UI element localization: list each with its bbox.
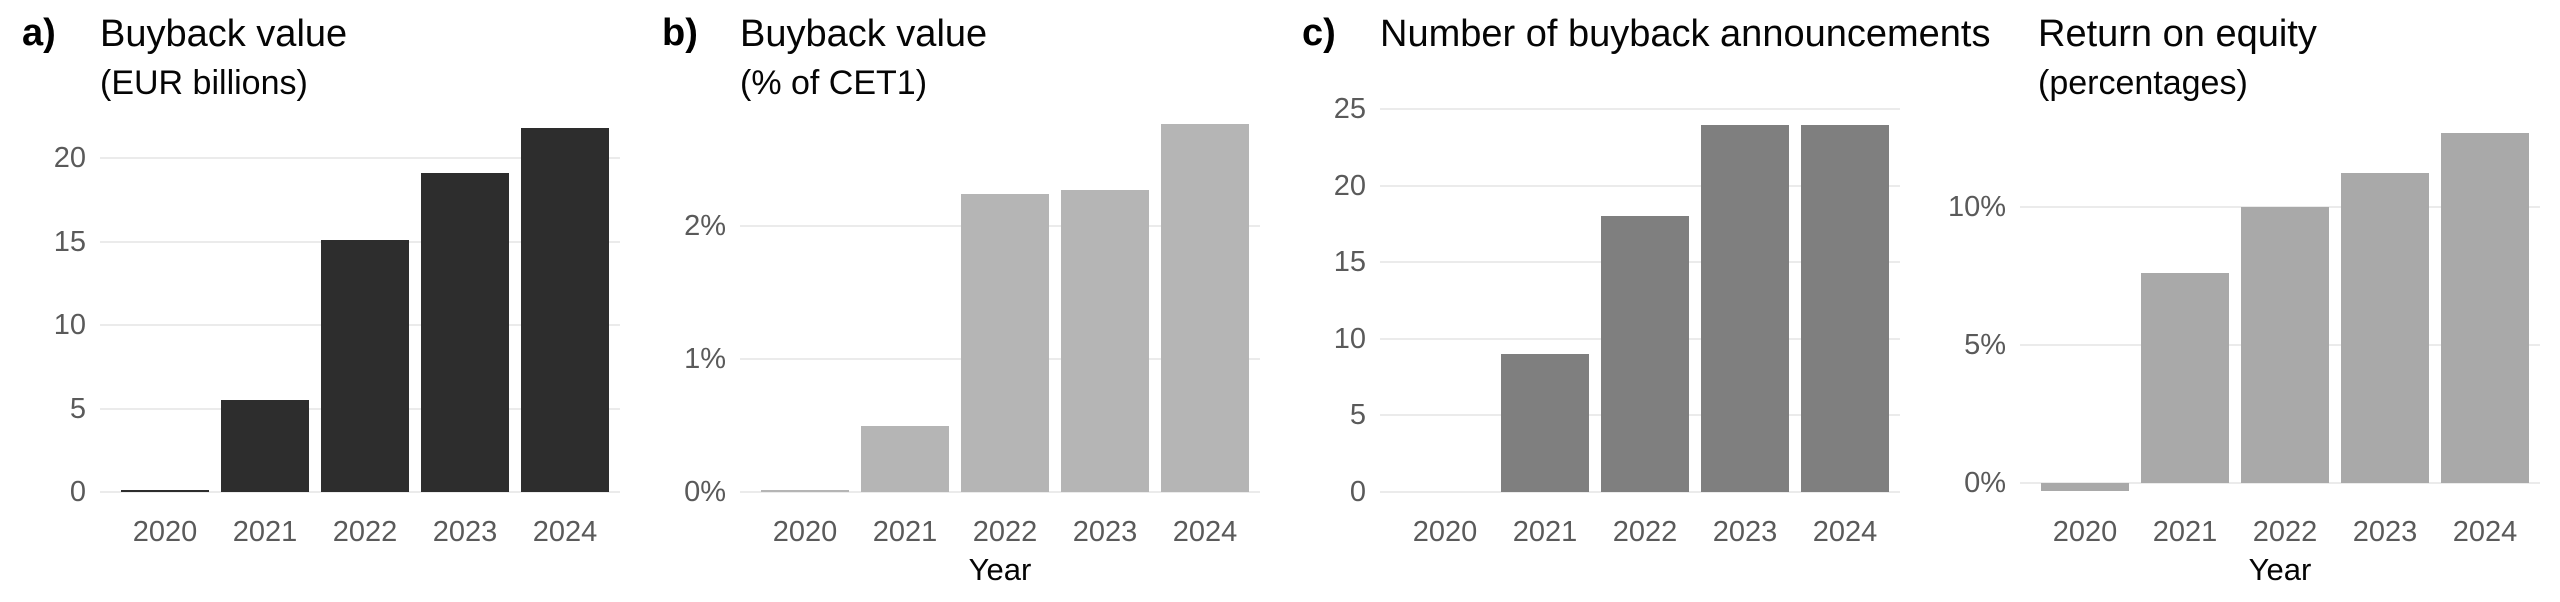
x-tick-label: 2023 [1072,516,1138,548]
y-tick-label: 1% [684,343,726,376]
y-tick-label: 0 [69,476,86,508]
y-tick-label: 0% [684,476,726,508]
chart-title: Return on equity [2038,13,2317,55]
panel-a-buyback-value-eur: a) Buyback value (EUR billions) 0 5 10 15 20… [0,0,640,602]
x-tick-label: 2022 [2252,516,2318,548]
bar-2021 [861,425,949,492]
plot-area-a: 0 5 10 15 20 2020 2021 2022 2023 2024 [54,100,620,548]
x-tick-label: 2021 [232,516,298,548]
panel-letter-a: a) [22,12,56,54]
y-tick-label: 15 [53,225,86,258]
x-tick-label: 2024 [1812,516,1878,548]
panel-b-buyback-value-cet1: b) Buyback value (% of CET1) 0% 1% 2% 2020 2… [640,0,1280,602]
bar-2022 [2241,207,2329,484]
chart-title: Number of buyback announcements [1380,13,1991,55]
bar-2024 [1801,124,1889,492]
gridline [100,157,620,160]
plot-area-b: 0% 1% 2% 2020 2021 2022 2023 2024 [684,100,1260,548]
panel-letter-b: b) [662,12,698,54]
bar-2020 [121,490,209,492]
x-tick-label: 2022 [332,516,398,548]
panel-a-header: Buyback value (EUR billions) [100,10,347,104]
bar-2023 [2341,172,2429,484]
y-tick-label: 10% [1947,191,2006,224]
bar-2023 [1701,124,1789,492]
panel-c-header: Number of buyback announcements [1380,10,1990,58]
bar-2022 [1601,216,1689,492]
x-tick-label: 2020 [772,516,838,548]
plot-area-c: 0 5 10 15 20 25 2020 2021 2022 2023 2024 [1334,93,1900,548]
x-tick-label: 2024 [532,516,598,548]
y-tick-label: 5 [1349,399,1366,432]
bar-2021 [1501,354,1589,492]
panel-letter-c: c) [1302,12,1336,54]
gridline [100,491,620,493]
x-tick-label: 2021 [2152,516,2218,548]
y-tick-label: 0% [1964,467,2006,500]
x-tick-label: 2021 [872,516,938,548]
y-tick-label: 5 [69,392,86,425]
x-tick-label: 2021 [1512,516,1578,548]
bar-2021 [221,400,309,492]
y-tick-label: 15 [1333,246,1366,279]
bar-2024 [2441,132,2529,484]
bar-2022 [321,240,409,492]
bar-2023 [421,173,509,492]
bar-2020 [761,490,849,492]
panel-b-header: Buyback value (% of CET1) [740,10,987,104]
x-tick-label: 2020 [1412,516,1478,548]
chart-title: Buyback value [100,13,348,55]
gridline [2020,482,2540,485]
x-tick-label: 2022 [1612,516,1678,548]
gridline [1380,108,1900,111]
x-tick-label: 2024 [1172,516,1238,548]
gridline [1380,184,1900,187]
chart-subtitle: (% of CET1) [740,64,928,102]
y-tick-label: 5% [1964,329,2006,362]
plot-area-d: 0% 5% 10% 2020 2021 2022 2023 2024 [1948,100,2540,548]
bar-2024 [1161,123,1249,492]
panel-c-number-of-announcements: c) Number of buyback announcements 0 5 10 1… [1280,0,1990,602]
y-tick-label: 20 [1333,169,1366,202]
x-axis-title: Year [2248,552,2312,587]
panel-d-return-on-equity: Return on equity (percentages) 0% 5% 10% 20… [1920,0,2560,602]
bar-2021 [2141,273,2229,484]
gridline [740,491,1260,493]
y-tick-label: 10 [53,309,86,342]
y-tick-label: 25 [1333,93,1366,126]
x-tick-label: 2020 [2052,516,2118,548]
y-tick-label: 0 [1349,476,1366,508]
y-tick-label: 2% [684,210,726,243]
bar-2020 [2041,483,2129,492]
y-tick-label: 20 [53,142,86,175]
x-tick-label: 2024 [2452,516,2518,548]
chart-subtitle: (percentages) [2038,64,2248,102]
y-tick-label: 10 [1333,322,1366,355]
x-tick-label: 2020 [132,516,198,548]
bar-2023 [1061,190,1149,492]
chart-title: Buyback value [740,13,988,55]
panel-d-header: Return on equity (percentages) [2038,10,2317,104]
x-tick-label: 2022 [972,516,1038,548]
x-tick-label: 2023 [432,516,498,548]
chart-subtitle: (EUR billions) [100,64,308,102]
x-tick-label: 2023 [1712,516,1778,548]
x-axis-title: Year [968,552,1032,587]
bar-2024 [521,128,609,492]
gridline [1380,491,1900,493]
bar-2022 [961,194,1049,492]
x-tick-label: 2023 [2352,516,2418,548]
